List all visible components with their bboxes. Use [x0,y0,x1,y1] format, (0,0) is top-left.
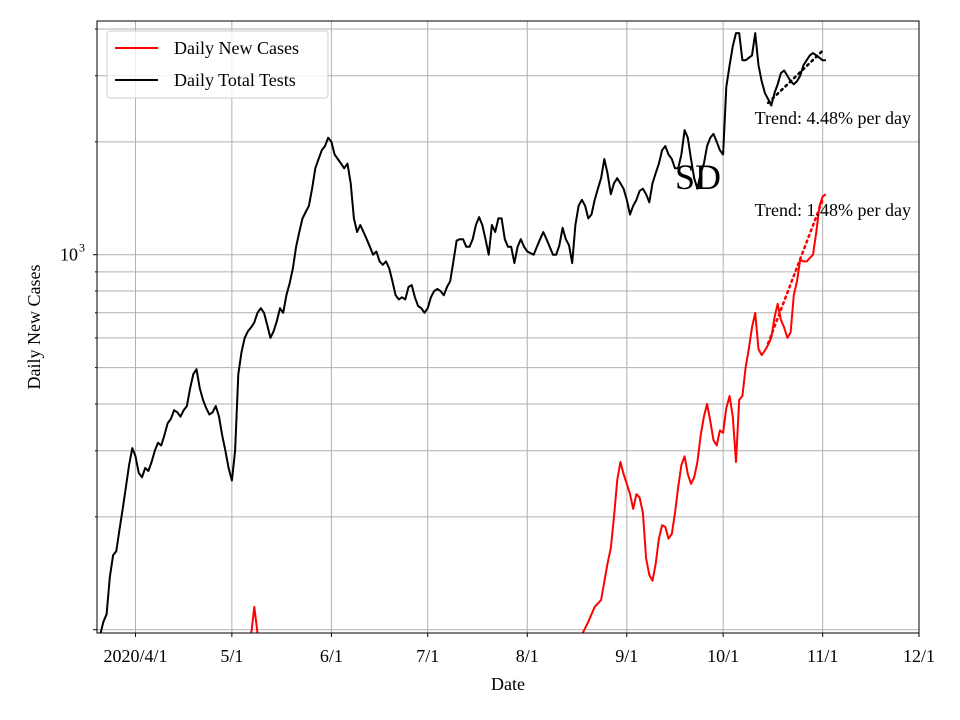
x-tick-label: 5/1 [220,646,243,666]
state-annotation: SD [675,157,721,197]
trend-label-cases: Trend: 1.48% per day [755,200,911,220]
y-tick-label-exponent: 3 [79,241,85,255]
trend-label-tests: Trend: 4.48% per day [755,108,911,128]
legend-entry-daily-total-tests: Daily Total Tests [174,70,296,90]
trend-line-tests [766,49,824,105]
x-tick-label: 9/1 [615,646,638,666]
series-line-daily-total-tests [99,32,826,633]
ticks: 2020/4/1 5/1 6/1 7/1 8/1 9/1 10/1 11/1 12/1 10 3 [60,28,935,666]
x-tick-label: 12/1 [903,646,935,666]
x-tick-label: 11/1 [807,646,838,666]
legend-box [106,30,329,99]
x-tick-label: 7/1 [416,646,439,666]
series-layer [99,32,827,633]
plot-frame [96,20,920,634]
trend-line-cases [766,198,824,345]
legend-entry-daily-new-cases: Daily New Cases [174,38,299,58]
x-tick-label: 10/1 [707,646,739,666]
grid [97,21,920,633]
series-line-daily-new-cases [250,193,827,633]
y-axis-label: Daily New Cases [24,265,44,390]
legend: Daily New Cases Daily Total Tests [106,30,329,99]
x-tick-label: 8/1 [516,646,539,666]
x-tick-label: 2020/4/1 [104,646,168,666]
x-axis-label: Date [491,674,525,694]
x-tick-label: 6/1 [320,646,343,666]
y-tick-label-base: 10 [60,245,78,265]
